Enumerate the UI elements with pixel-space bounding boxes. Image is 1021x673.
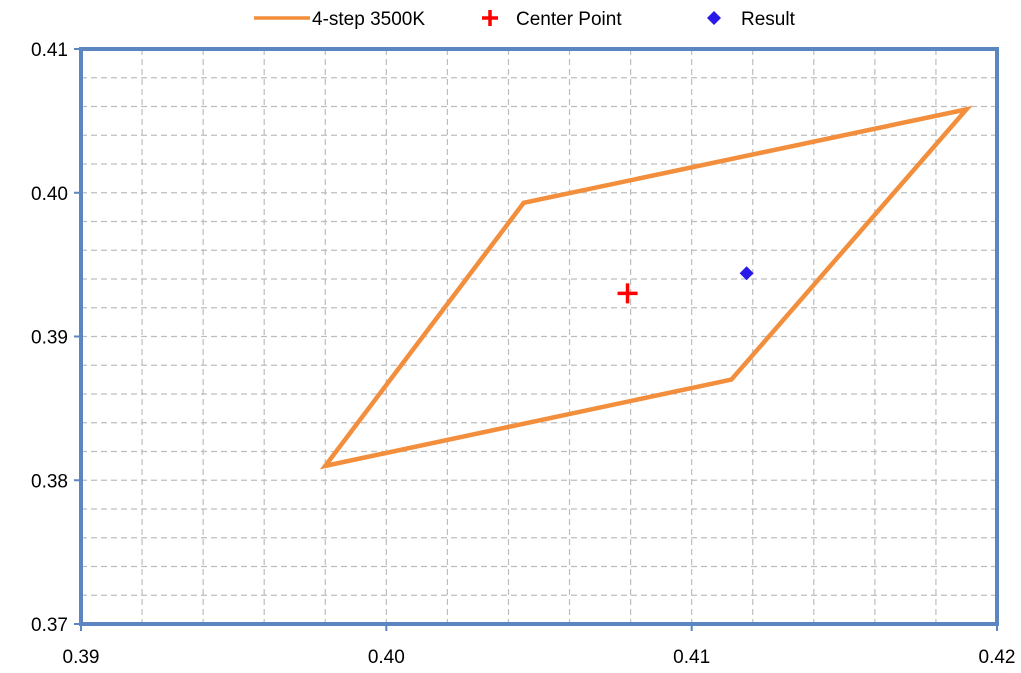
x-tick-label: 0.42 [979,647,1016,668]
legend-plus-glyph [482,10,498,26]
plot-marks [319,105,973,470]
series-0-line [319,105,973,470]
legend-item-result: Result [707,9,796,30]
y-tick-label: 0.37 [31,615,68,636]
legend-diamond-swatch [707,11,721,25]
y-tick-label: 0.38 [31,471,68,492]
legend-label-polygon: 4-step 3500K [312,9,425,30]
grid [81,49,997,624]
y-tick-label: 0.39 [31,328,68,349]
x-tick-label: 0.39 [63,647,100,668]
x-tick-label: 0.40 [368,647,405,668]
y-tick-label: 0.40 [31,184,68,205]
x-tick-label: 0.41 [673,647,710,668]
result-marker [739,266,754,281]
legend-item-polygon: 4-step 3500K [254,9,425,30]
legend-plus-swatch [482,10,498,26]
legend-label-center: Center Point [516,9,622,30]
tick-labels: 0.39 0.40 0.41 0.42 0.37 0.38 0.39 0.40 0.41 [31,40,1015,668]
legend: 4-step 3500K Center Point Result [254,9,796,30]
legend-label-result: Result [741,9,796,30]
y-tick-label: 0.41 [31,40,68,61]
legend-item-center: Center Point [482,9,622,30]
center-point-marker [617,283,638,304]
plot-frame [79,47,999,626]
